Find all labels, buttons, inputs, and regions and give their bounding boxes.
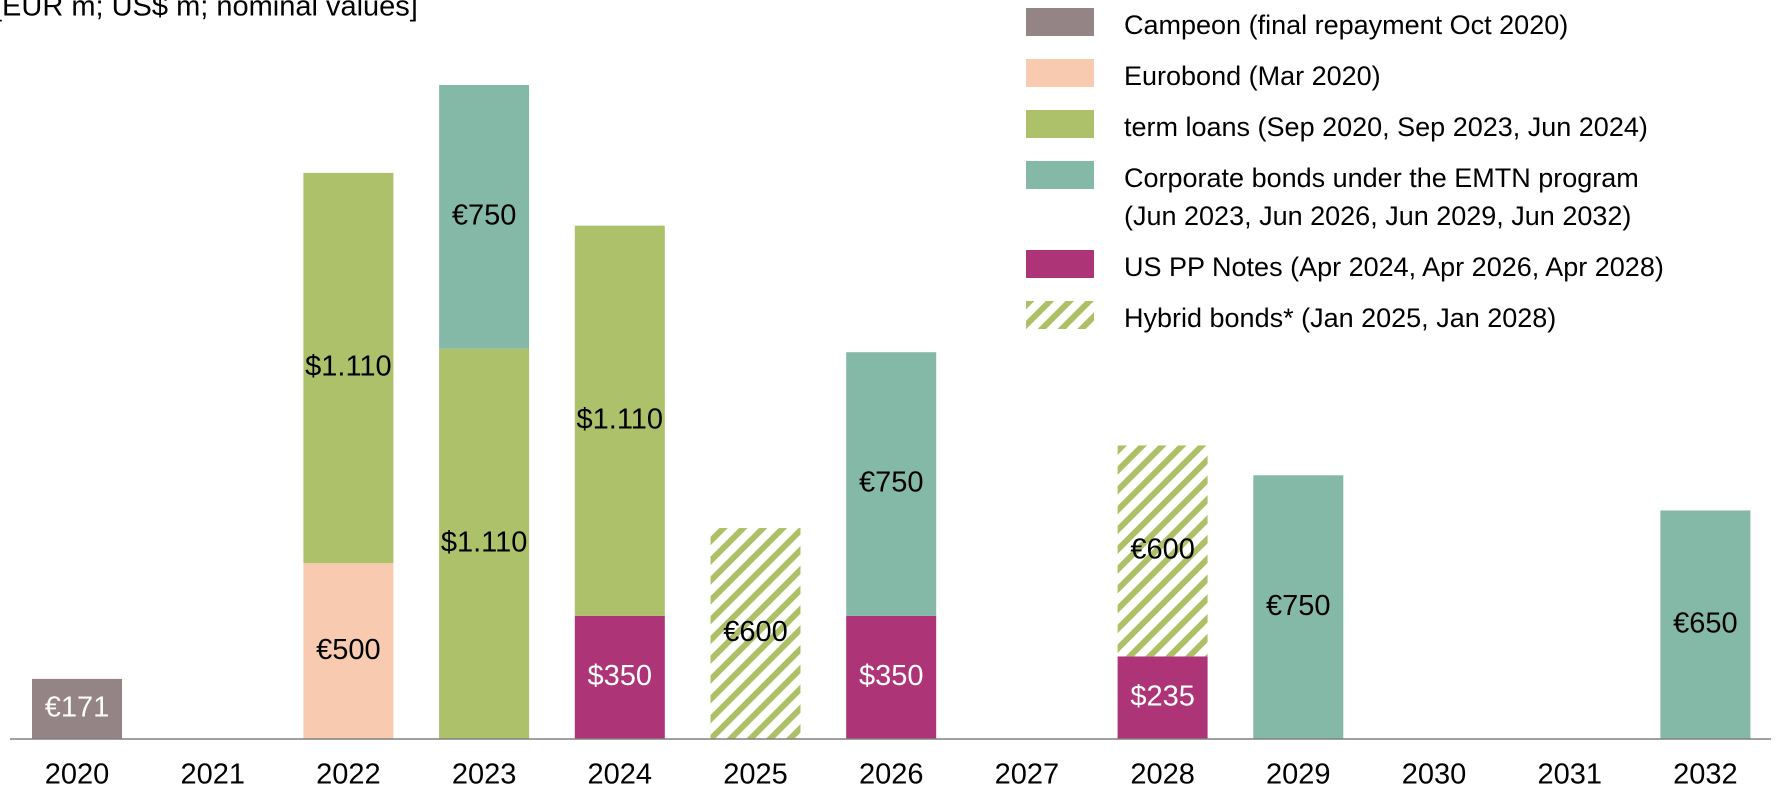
x-tick-label: 2023 [452,759,517,791]
x-tick-label: 2022 [316,759,381,791]
bar-segment [574,615,665,739]
x-tick-label: 2030 [1402,759,1467,791]
data-label: $1.110 [441,527,528,559]
legend-swatch-fill [1026,161,1094,189]
legend-label: US PP Notes (Apr 2024, Apr 2026, Apr 202… [1124,252,1664,282]
legend-entry: term loans (Sep 2020, Sep 2023, Jun 2024… [1026,108,1696,146]
legend-swatch [1026,301,1094,329]
data-label: $235 [1130,680,1195,712]
legend-swatch-fill [1026,8,1094,36]
legend-entry: Campeon (final repayment Oct 2020) [1026,6,1696,44]
bar-segment [439,348,530,739]
x-tick-label: 2031 [1537,759,1602,791]
legend-entry: Corporate bonds under the EMTN program (… [1026,159,1696,235]
x-tick-label: 2024 [588,759,653,791]
bar-segment [846,352,937,616]
data-label: €500 [316,634,381,666]
data-label: $1.110 [305,351,392,383]
legend-entry: Eurobond (Mar 2020) [1026,57,1696,95]
legend-swatch [1026,250,1094,278]
x-tick-label: 2020 [45,759,110,791]
legend-label: term loans (Sep 2020, Sep 2023, Jun 2024… [1124,112,1648,142]
data-label: $350 [859,660,924,692]
bar-segment [32,678,122,739]
legend-entry: Hybrid bonds* (Jan 2025, Jan 2028) [1026,299,1696,337]
x-tick-label: 2029 [1266,759,1331,791]
data-label: €750 [452,200,517,232]
bar-segment [303,563,394,739]
bar-segment [710,528,801,739]
legend-swatch-fill [1026,110,1094,138]
data-label: $350 [588,660,653,692]
legend: Campeon (final repayment Oct 2020) Eurobo… [1026,6,1696,350]
x-tick-label: 2027 [995,759,1060,791]
legend-entry: US PP Notes (Apr 2024, Apr 2026, Apr 202… [1026,248,1696,286]
bar-segment [439,85,530,349]
x-tick-label: 2021 [180,759,245,791]
data-label: €600 [1130,534,1195,566]
data-label: €750 [1266,590,1331,622]
legend-swatch-fill [1026,59,1094,87]
legend-label: Campeon (final repayment Oct 2020) [1124,10,1569,40]
bar-segment [1117,656,1208,739]
legend-swatch [1026,161,1094,189]
x-tick-label: 2026 [859,759,924,791]
bar-segment [1117,445,1208,657]
bar-segment [574,225,665,616]
legend-label: Hybrid bonds* (Jan 2025, Jan 2028) [1124,303,1557,333]
legend-swatch-fill [1026,250,1094,278]
data-label: €171 [45,692,110,724]
legend-swatch [1026,110,1094,138]
x-tick-label: 2028 [1130,759,1195,791]
data-label: €600 [723,616,788,648]
legend-label: Eurobond (Mar 2020) [1124,61,1381,91]
legend-swatch [1026,59,1094,87]
legend-label: Corporate bonds under the EMTN program (… [1124,163,1639,231]
x-tick-label: 2032 [1673,759,1738,791]
bar-segment [1253,475,1344,739]
data-label: $1.110 [577,403,664,435]
legend-swatch-fill [1026,301,1094,329]
data-label: €750 [859,467,924,499]
data-label: €650 [1673,607,1738,639]
legend-swatch [1026,8,1094,36]
bar-segment [1660,510,1751,739]
x-tick-label: 2025 [723,759,788,791]
bar-segment [846,615,937,739]
bar-segment [303,172,394,564]
chart-subtitle: [EUR m; US$ m; nominal values] [0,0,418,23]
